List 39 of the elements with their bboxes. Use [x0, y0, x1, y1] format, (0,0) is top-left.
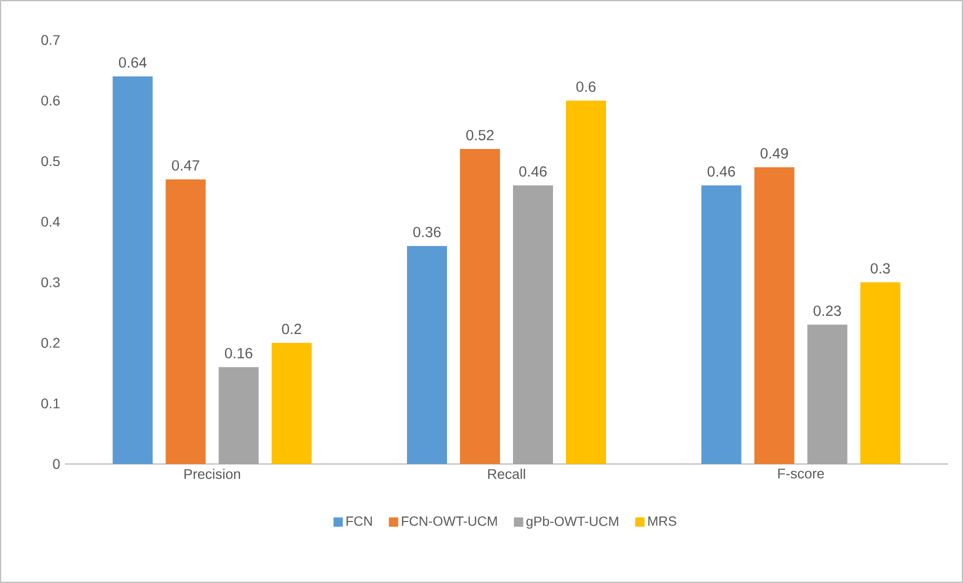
- data-label: 0.3: [870, 263, 890, 274]
- y-tick-label: 0.3: [41, 277, 60, 288]
- bar: [272, 342, 312, 464]
- y-tick-label: 0.7: [41, 35, 60, 45]
- legend-label: FCN: [346, 516, 372, 526]
- bar: [166, 179, 206, 464]
- y-tick-label: 0.4: [41, 216, 60, 227]
- bar: [460, 149, 500, 464]
- bar: [407, 246, 448, 464]
- x-tick-label: Recall: [488, 468, 526, 479]
- data-label: 0.52: [466, 130, 494, 140]
- data-label: 0.64: [118, 57, 146, 68]
- bar: [807, 324, 848, 464]
- y-tick-label: 0.2: [41, 338, 60, 348]
- x-tick-label: Precision: [184, 468, 240, 479]
- data-label: 0.36: [413, 226, 441, 238]
- bar: [701, 185, 742, 464]
- data-label: 0.46: [519, 166, 547, 177]
- data-label: 0.16: [224, 348, 252, 358]
- data-label: 0.46: [708, 166, 735, 177]
- legend-label: MRS: [648, 516, 676, 526]
- legend-label: gPb-OWT-UCM: [526, 516, 618, 529]
- data-label: 0.2: [282, 324, 302, 334]
- bar: [513, 185, 554, 464]
- data-label: 0.49: [760, 148, 788, 158]
- y-tick-label: 0.5: [41, 156, 60, 166]
- y-tick-label: 0.1: [41, 398, 60, 408]
- bar: [218, 367, 259, 464]
- bar: [754, 167, 794, 464]
- y-tick-label: 0: [53, 459, 60, 469]
- legend-label: FCN-OWT-UCM: [402, 516, 497, 526]
- data-label: 0.23: [814, 306, 841, 316]
- bar: [566, 100, 606, 464]
- data-label: 0.6: [576, 81, 596, 92]
- data-label: 0.47: [172, 160, 200, 171]
- bar: [112, 76, 153, 464]
- x-tick-label: F-score: [778, 468, 824, 478]
- bar: [860, 282, 900, 464]
- y-tick-label: 0.6: [41, 96, 60, 106]
